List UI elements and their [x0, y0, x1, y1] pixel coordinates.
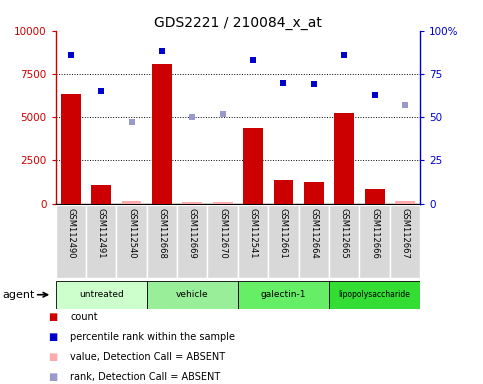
Text: percentile rank within the sample: percentile rank within the sample — [70, 332, 235, 342]
Bar — [243, 128, 263, 204]
FancyBboxPatch shape — [56, 281, 147, 309]
FancyBboxPatch shape — [56, 205, 86, 278]
Text: GSM112540: GSM112540 — [127, 208, 136, 258]
FancyBboxPatch shape — [238, 281, 329, 309]
FancyBboxPatch shape — [329, 281, 420, 309]
Text: GSM112491: GSM112491 — [97, 208, 106, 258]
Bar — [334, 113, 354, 204]
FancyBboxPatch shape — [298, 205, 329, 278]
FancyBboxPatch shape — [86, 205, 116, 278]
FancyBboxPatch shape — [238, 205, 268, 278]
Text: GSM112668: GSM112668 — [157, 208, 167, 258]
Text: untreated: untreated — [79, 290, 124, 299]
Text: GSM112665: GSM112665 — [340, 208, 349, 258]
Text: galectin-1: galectin-1 — [261, 290, 306, 299]
FancyBboxPatch shape — [268, 205, 298, 278]
Text: count: count — [70, 312, 98, 322]
Text: GSM112666: GSM112666 — [370, 208, 379, 258]
Text: GSM112670: GSM112670 — [218, 208, 227, 258]
Text: value, Detection Call = ABSENT: value, Detection Call = ABSENT — [70, 352, 225, 362]
Text: GSM112669: GSM112669 — [188, 208, 197, 258]
FancyBboxPatch shape — [147, 281, 238, 309]
FancyBboxPatch shape — [329, 205, 359, 278]
Bar — [365, 189, 384, 204]
Text: agent: agent — [2, 290, 35, 300]
FancyBboxPatch shape — [208, 205, 238, 278]
Bar — [91, 185, 111, 204]
FancyBboxPatch shape — [116, 205, 147, 278]
FancyBboxPatch shape — [147, 205, 177, 278]
Bar — [273, 180, 293, 204]
Bar — [61, 94, 81, 204]
Bar — [183, 202, 202, 204]
Bar — [395, 201, 415, 204]
Text: ■: ■ — [48, 372, 57, 382]
Text: GSM112667: GSM112667 — [400, 208, 410, 258]
Text: ■: ■ — [48, 352, 57, 362]
FancyBboxPatch shape — [390, 205, 420, 278]
Text: lipopolysaccharide: lipopolysaccharide — [339, 290, 411, 299]
Text: GSM112664: GSM112664 — [309, 208, 318, 258]
FancyBboxPatch shape — [359, 205, 390, 278]
Text: GSM112541: GSM112541 — [249, 208, 257, 258]
Text: ■: ■ — [48, 332, 57, 342]
Text: ■: ■ — [48, 312, 57, 322]
Text: rank, Detection Call = ABSENT: rank, Detection Call = ABSENT — [70, 372, 220, 382]
Bar — [152, 65, 172, 204]
Text: GSM112490: GSM112490 — [66, 208, 75, 258]
Bar — [122, 201, 142, 204]
Bar — [304, 182, 324, 204]
Bar — [213, 202, 232, 204]
Title: GDS2221 / 210084_x_at: GDS2221 / 210084_x_at — [154, 16, 322, 30]
Text: vehicle: vehicle — [176, 290, 209, 299]
FancyBboxPatch shape — [177, 205, 208, 278]
Text: GSM112661: GSM112661 — [279, 208, 288, 258]
